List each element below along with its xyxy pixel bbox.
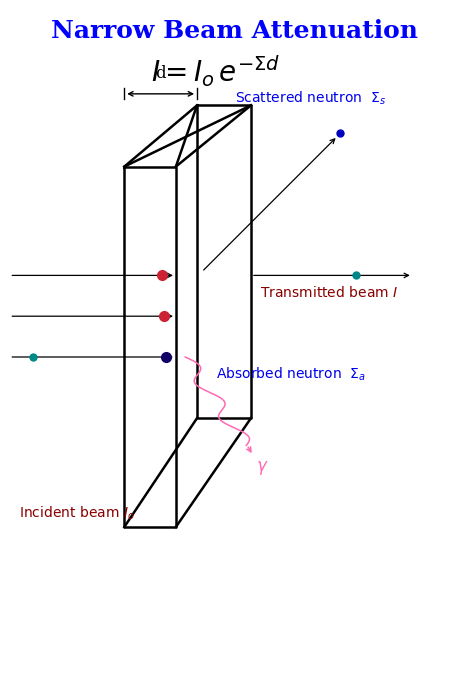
Text: $I = I_o\,e^{-\Sigma d}$: $I = I_o\,e^{-\Sigma d}$ (151, 54, 280, 89)
Text: Transmitted beam $I$: Transmitted beam $I$ (260, 285, 399, 300)
Text: d: d (155, 65, 166, 82)
Text: Scattered neutron  $\Sigma_s$: Scattered neutron $\Sigma_s$ (234, 90, 386, 107)
Text: Absorbed neutron  $\Sigma_a$: Absorbed neutron $\Sigma_a$ (216, 365, 366, 383)
Text: $\gamma$: $\gamma$ (256, 459, 268, 477)
Text: Incident beam $I_o$: Incident beam $I_o$ (19, 505, 135, 522)
Text: Narrow Beam Attenuation: Narrow Beam Attenuation (51, 18, 418, 43)
